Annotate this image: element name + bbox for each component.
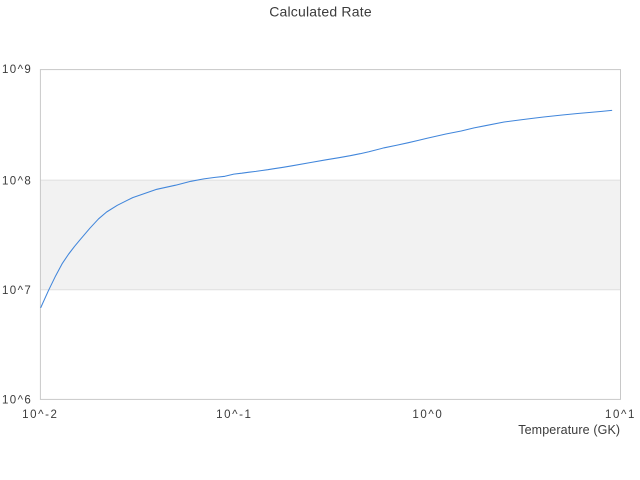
svg-text:10^1: 10^1 [605, 409, 636, 421]
svg-text:Temperature (GK): Temperature (GK) [518, 423, 620, 437]
svg-text:10^0: 10^0 [412, 409, 443, 421]
svg-text:10^7: 10^7 [2, 285, 32, 297]
svg-text:10^-1: 10^-1 [216, 409, 252, 421]
svg-text:10^-2: 10^-2 [22, 409, 58, 421]
svg-text:Calculated Rate: Calculated Rate [269, 3, 372, 19]
svg-text:10^9: 10^9 [2, 64, 32, 76]
svg-text:10^6: 10^6 [2, 395, 32, 407]
svg-text:10^8: 10^8 [2, 175, 32, 187]
